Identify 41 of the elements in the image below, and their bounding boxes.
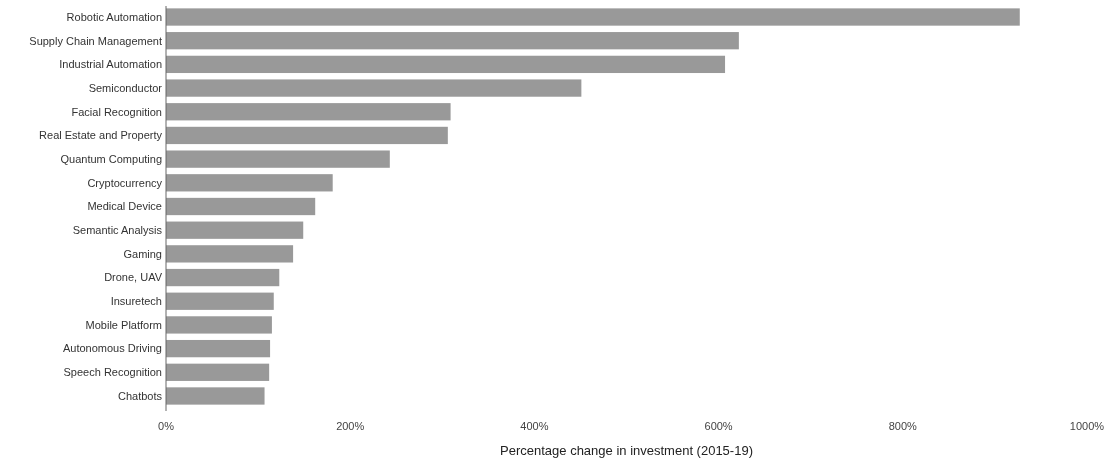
bar [166, 8, 1020, 26]
x-tick-label: 0% [158, 420, 175, 432]
bar [166, 387, 265, 405]
y-tick-label: Speech Recognition [63, 366, 162, 379]
bar [166, 221, 304, 239]
y-tick-label: Insuretech [110, 295, 162, 308]
bar [166, 197, 316, 216]
bar [166, 174, 333, 192]
y-tick-label: Mobile Platform [85, 318, 162, 331]
y-tick-label: Semiconductor [88, 81, 163, 94]
bar [166, 268, 280, 287]
y-tick-label: Autonomous Driving [62, 342, 162, 355]
bar [166, 150, 390, 168]
y-tick-label: Supply Chain Management [29, 34, 162, 47]
x-tick-label: 200% [336, 420, 365, 432]
x-tick-label: 800% [888, 420, 918, 432]
y-tick-label: Drone, UAV [104, 271, 163, 284]
bar [166, 245, 294, 263]
bar [166, 363, 270, 381]
bar [166, 316, 272, 334]
x-tick-label: 400% [520, 420, 549, 432]
y-tick-label: Medical Device [87, 200, 162, 213]
x-tick-label: 600% [704, 420, 733, 432]
y-tick-label: Real Estate and Property [39, 129, 163, 142]
bar [166, 103, 451, 121]
y-tick-label: Industrial Automation [59, 58, 162, 71]
x-axis-title: Percentage change in investment (2015-19) [500, 443, 753, 458]
bar [166, 339, 271, 358]
y-tick-label: Chatbots [117, 389, 163, 402]
bar [166, 32, 739, 50]
y-tick-label: Facial Recognition [71, 105, 162, 118]
bar [166, 292, 274, 310]
y-tick-label: Cryptocurrency [87, 176, 163, 189]
y-tick-label: Quantum Computing [60, 152, 162, 165]
bar [166, 79, 582, 97]
y-tick-label: Semantic Analysis [72, 224, 163, 237]
x-tick-label: 1000% [1069, 420, 1105, 432]
bar [166, 126, 448, 145]
y-tick-label: Robotic Automation [66, 10, 162, 23]
bar [166, 55, 726, 74]
y-tick-label: Gaming [123, 247, 162, 260]
